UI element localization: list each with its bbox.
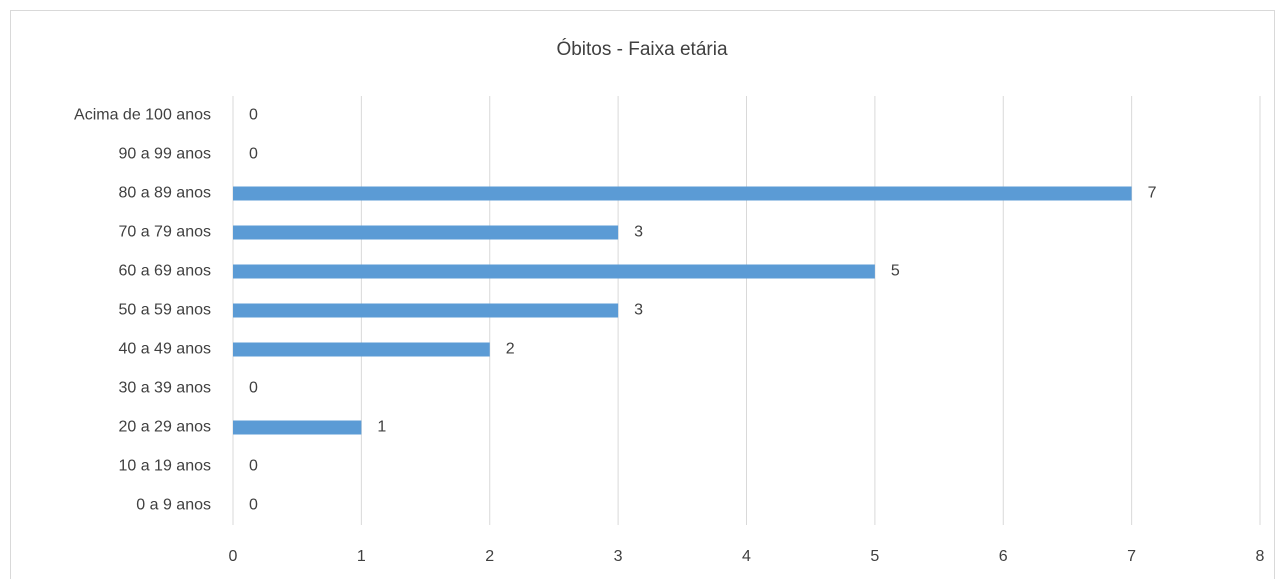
bar bbox=[233, 225, 619, 240]
y-tick-label: 70 a 79 anos bbox=[118, 224, 211, 241]
y-tick-label: 60 a 69 anos bbox=[118, 263, 211, 280]
data-label: 7 bbox=[1148, 185, 1157, 202]
x-tick-label: 7 bbox=[1127, 548, 1136, 565]
y-tick-label: 50 a 59 anos bbox=[118, 302, 211, 319]
data-label: 3 bbox=[634, 224, 643, 241]
bar bbox=[233, 264, 875, 279]
x-tick-label: 0 bbox=[229, 548, 238, 565]
bar bbox=[233, 303, 619, 318]
y-tick-label: 0 a 9 anos bbox=[136, 497, 211, 514]
data-label: 0 bbox=[249, 380, 258, 397]
data-label: 0 bbox=[249, 146, 258, 163]
x-tick-label: 2 bbox=[485, 548, 494, 565]
y-tick-label: 80 a 89 anos bbox=[118, 185, 211, 202]
bar bbox=[233, 420, 362, 435]
chart-title: Óbitos - Faixa etária bbox=[556, 38, 727, 60]
bar bbox=[233, 342, 490, 357]
bar bbox=[233, 186, 1132, 201]
y-tick-label: Acima de 100 anos bbox=[74, 107, 211, 124]
chart-frame bbox=[10, 10, 1275, 579]
data-label: 2 bbox=[506, 341, 515, 358]
x-tick-label: 6 bbox=[999, 548, 1008, 565]
y-tick-label: 20 a 29 anos bbox=[118, 419, 211, 436]
y-tick-label: 90 a 99 anos bbox=[118, 146, 211, 163]
y-tick-label: 30 a 39 anos bbox=[118, 380, 211, 397]
data-label: 1 bbox=[377, 419, 386, 436]
x-tick-label: 3 bbox=[614, 548, 623, 565]
x-tick-label: 4 bbox=[742, 548, 751, 565]
data-label: 5 bbox=[891, 263, 900, 280]
data-label: 3 bbox=[634, 302, 643, 319]
y-tick-label: 10 a 19 anos bbox=[118, 458, 211, 475]
x-tick-label: 8 bbox=[1256, 548, 1265, 565]
data-label: 0 bbox=[249, 497, 258, 514]
x-tick-label: 5 bbox=[870, 548, 879, 565]
data-label: 0 bbox=[249, 458, 258, 475]
x-tick-label: 1 bbox=[357, 548, 366, 565]
data-label: 0 bbox=[249, 107, 258, 124]
y-tick-label: 40 a 49 anos bbox=[118, 341, 211, 358]
